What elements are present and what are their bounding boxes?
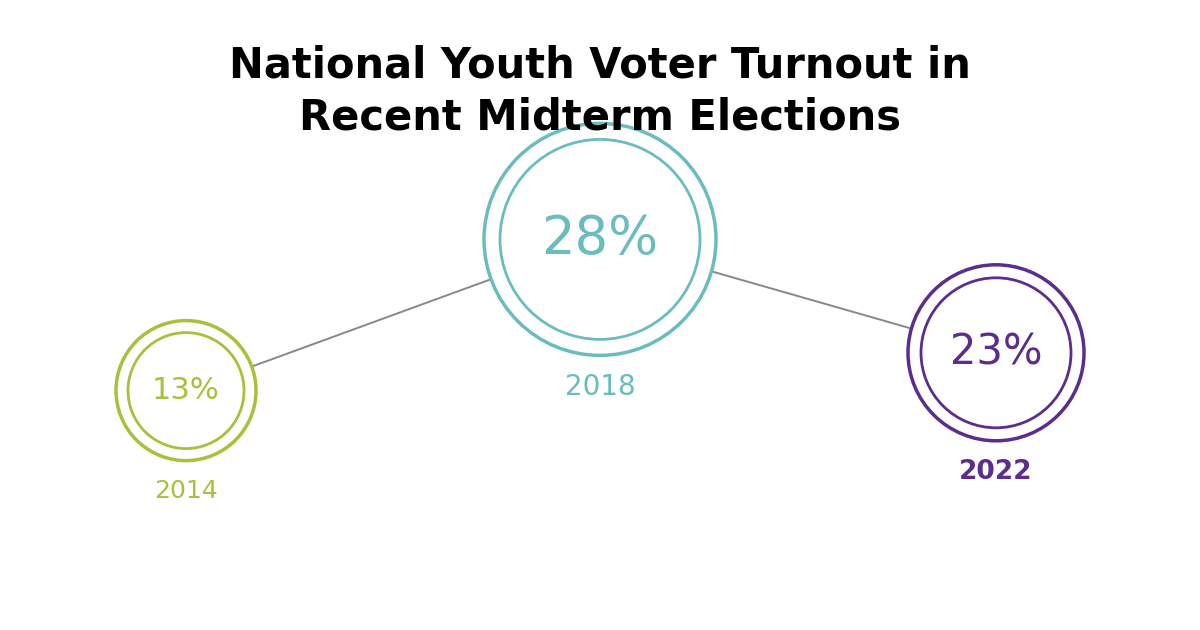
Text: 2018: 2018 <box>565 374 635 401</box>
Circle shape <box>922 278 1072 428</box>
Text: 2014: 2014 <box>154 479 218 503</box>
Circle shape <box>128 333 244 449</box>
Text: National Youth Voter Turnout in
Recent Midterm Elections: National Youth Voter Turnout in Recent M… <box>229 44 971 138</box>
Circle shape <box>908 265 1084 441</box>
Circle shape <box>116 321 256 461</box>
Circle shape <box>500 139 700 340</box>
Text: 28%: 28% <box>541 214 659 265</box>
Text: 2022: 2022 <box>959 459 1033 485</box>
Circle shape <box>484 123 716 355</box>
Text: 23%: 23% <box>949 332 1043 374</box>
Text: 13%: 13% <box>152 376 220 405</box>
